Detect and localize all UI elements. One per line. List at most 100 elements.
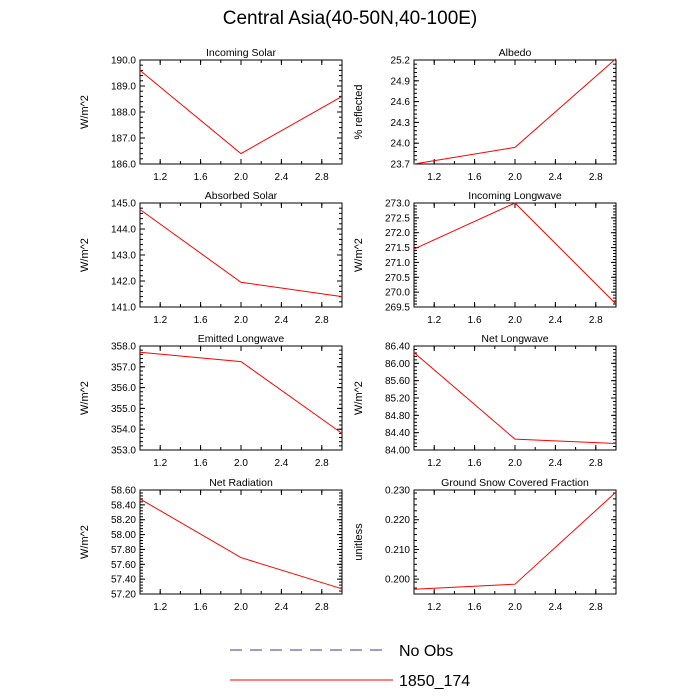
y-tick-label: 57.60: [111, 560, 136, 571]
x-tick-label: 2.4: [274, 458, 288, 469]
legend-label-1850-174: 1850_174: [399, 673, 470, 690]
y-tick-label: 188.0: [111, 108, 136, 119]
series-line-1850-174: [139, 498, 343, 590]
panel-absorbed-solar: Absorbed Solar W/m^2 1.2 1.6 2.0 2.4 2.8 141.0 1…: [79, 190, 343, 326]
series-line-1850-174: [139, 209, 343, 298]
y-tick-label: 357.0: [111, 362, 136, 373]
y-axis-label: W/m^2: [79, 381, 91, 415]
x-tick-label: 2.8: [589, 458, 603, 469]
x-tick-label: 2.4: [548, 172, 562, 183]
panel-albedo: Albedo % reflected 1.2 1.6 2.0 2.4 2.8 23.7 24.0…: [353, 47, 617, 183]
panel-net-radiation: Net Radiation W/m^2 1.2 1.6 2.0 2.4 2.8 57.20 57…: [79, 477, 343, 613]
panel-title: Incoming Solar: [206, 47, 277, 59]
y-tick-label: 272.5: [385, 213, 410, 224]
y-tick-label: 270.0: [385, 288, 410, 299]
panel-title: Ground Snow Covered Fraction: [441, 477, 589, 489]
x-tick-label: 1.6: [468, 458, 482, 469]
plot-frame: [139, 59, 343, 165]
y-tick-label: 58.20: [111, 515, 136, 526]
y-tick-label: 144.0: [111, 225, 136, 236]
x-tick-label: 2.0: [234, 315, 248, 326]
legend: No Obs 1850_174: [230, 643, 470, 690]
x-tick-label: 2.8: [589, 315, 603, 326]
y-axis-label: W/m^2: [79, 95, 91, 129]
x-tick-label: 1.2: [427, 315, 441, 326]
plot-frame: [413, 202, 617, 308]
y-tick-label: 273.0: [385, 199, 410, 210]
y-tick-label: 270.5: [385, 273, 410, 284]
x-tick-label: 2.0: [234, 602, 248, 613]
x-tick-label: 2.0: [234, 172, 248, 183]
x-tick-label: 2.8: [589, 172, 603, 183]
x-tick-label: 1.2: [427, 172, 441, 183]
y-tick-label: 269.5: [385, 303, 410, 314]
x-tick-label: 1.6: [468, 602, 482, 613]
series-line-1850-174: [139, 70, 343, 155]
x-tick-label: 1.2: [153, 315, 167, 326]
y-tick-label: 58.60: [111, 486, 136, 497]
y-tick-label: 84.40: [385, 428, 410, 439]
y-tick-label: 86.40: [385, 342, 410, 353]
x-tick-label: 1.2: [427, 602, 441, 613]
y-tick-label: 187.0: [111, 134, 136, 145]
x-tick-label: 2.4: [548, 315, 562, 326]
plot-frame: [413, 345, 617, 451]
x-tick-label: 2.0: [508, 602, 522, 613]
x-tick-label: 1.2: [427, 458, 441, 469]
x-tick-label: 2.8: [315, 172, 329, 183]
y-tick-label: 142.0: [111, 277, 136, 288]
x-tick-label: 2.8: [589, 602, 603, 613]
y-tick-label: 143.0: [111, 251, 136, 262]
y-tick-label: 84.00: [385, 446, 410, 457]
x-tick-label: 1.2: [153, 172, 167, 183]
panel-incoming-longwave: Incoming Longwave W/m^2 1.2 1.6 2.0 2.4 2.8 269…: [353, 190, 617, 326]
chart-panels: Incoming Solar W/m^2 1.2 1.6 2.0 2.4 2.8 186.0 1…: [79, 47, 617, 613]
y-tick-label: 271.0: [385, 258, 410, 269]
y-tick-label: 85.60: [385, 376, 410, 387]
y-tick-label: 84.80: [385, 411, 410, 422]
panel-title: Net Longwave: [481, 333, 548, 345]
y-tick-label: 358.0: [111, 342, 136, 353]
y-tick-label: 271.5: [385, 243, 410, 254]
y-axis-label: W/m^2: [79, 525, 91, 559]
x-tick-label: 2.4: [548, 458, 562, 469]
series-line-1850-174: [139, 351, 343, 434]
x-tick-label: 1.6: [468, 172, 482, 183]
series-line-1850-174: [413, 202, 617, 305]
plot-frame: [139, 489, 343, 595]
y-tick-label: 141.0: [111, 303, 136, 314]
x-tick-label: 2.4: [274, 172, 288, 183]
series-line-1850-174: [413, 58, 617, 165]
x-tick-label: 2.0: [508, 315, 522, 326]
panel-ground-snow-covered-fraction: Ground Snow Covered Fraction unitless 1.2 1…: [353, 477, 617, 613]
y-tick-label: 186.0: [111, 160, 136, 171]
panel-incoming-solar: Incoming Solar W/m^2 1.2 1.6 2.0 2.4 2.8 186.0 1…: [79, 47, 343, 183]
x-tick-label: 2.4: [548, 602, 562, 613]
x-tick-label: 2.8: [315, 458, 329, 469]
x-tick-label: 1.6: [194, 172, 208, 183]
y-tick-label: 145.0: [111, 199, 136, 210]
y-tick-label: 24.9: [391, 76, 411, 87]
x-tick-label: 2.0: [508, 458, 522, 469]
x-tick-label: 2.4: [274, 315, 288, 326]
panel-title: Emitted Longwave: [198, 333, 285, 345]
y-axis-label: W/m^2: [353, 238, 365, 272]
y-tick-label: 354.0: [111, 425, 136, 436]
plot-frame: [413, 59, 617, 165]
x-tick-label: 2.8: [315, 315, 329, 326]
y-axis-label: unitless: [353, 523, 365, 561]
panel-emitted-longwave: Emitted Longwave W/m^2 1.2 1.6 2.0 2.4 2.8 353.…: [79, 333, 343, 469]
x-tick-label: 2.4: [274, 602, 288, 613]
x-tick-label: 1.6: [194, 458, 208, 469]
y-tick-label: 24.3: [391, 118, 411, 129]
y-tick-label: 24.0: [391, 139, 411, 150]
y-tick-label: 353.0: [111, 446, 136, 457]
x-tick-label: 1.6: [468, 315, 482, 326]
panel-title: Net Radiation: [209, 477, 273, 489]
y-tick-label: 57.40: [111, 575, 136, 586]
plot-frame: [139, 202, 343, 308]
x-tick-label: 1.2: [153, 458, 167, 469]
x-tick-label: 2.0: [234, 458, 248, 469]
x-tick-label: 1.6: [194, 602, 208, 613]
y-tick-label: 57.80: [111, 545, 136, 556]
